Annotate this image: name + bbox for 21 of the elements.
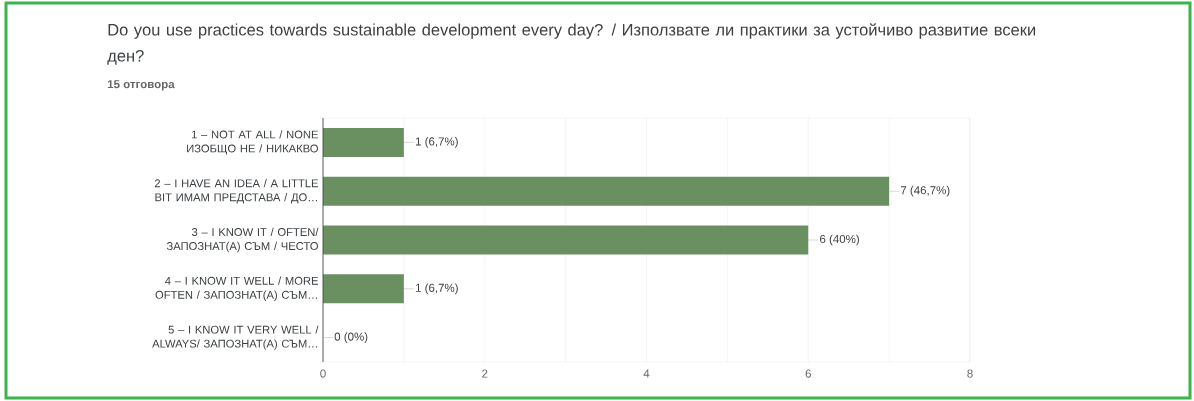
data-label: 1 (6,7%) — [415, 137, 458, 148]
x-tick-label: 8 — [967, 369, 973, 378]
y-tick-label: 4 – I KNOW IT WELL / MORE OFTEN / ЗАПОЗНАТ(А) СЪМ… — [155, 276, 318, 302]
data-label: 6 (40%) — [820, 234, 859, 246]
x-tick-label: 4 — [643, 369, 650, 378]
x-tick-label: 2 — [482, 369, 488, 378]
bar — [323, 225, 809, 255]
bar — [323, 274, 404, 304]
data-label: 7 (46,7%) — [900, 185, 950, 197]
x-tick-label: 0 — [320, 369, 326, 378]
y-tick-label: 5 – I KNOW IT VERY WELL / ALWAYS/ ЗАПОЗНАТ(А) СЪМ… — [152, 325, 319, 350]
data-label: 1 (6,7%) — [415, 283, 458, 295]
x-tick-label: 6 — [805, 369, 811, 378]
bar — [323, 127, 404, 157]
text: 15 отговора — [107, 80, 175, 91]
y-tick-label: 1 – NOT AT ALL / NONE ИЗОБЩО НЕ / НИКАКВО — [187, 130, 318, 155]
data-label: 0 (0%) — [334, 332, 368, 343]
bar — [323, 176, 890, 206]
chart-title: Do you use practices towards sustainable development every day? / Използвате ли практики за устойчиво развитие всеки ден? — [107, 23, 1036, 65]
y-tick-label: 3 – I KNOW IT / OFTEN/ ЗАПОЗНАТ(А) СЪМ / ЧЕСТО — [166, 227, 319, 253]
y-tick-label: 2 – I HAVE AN IDEA / A LITTLE BIT ИМАМ ПРЕДСТАВА / ДО… — [154, 179, 318, 204]
